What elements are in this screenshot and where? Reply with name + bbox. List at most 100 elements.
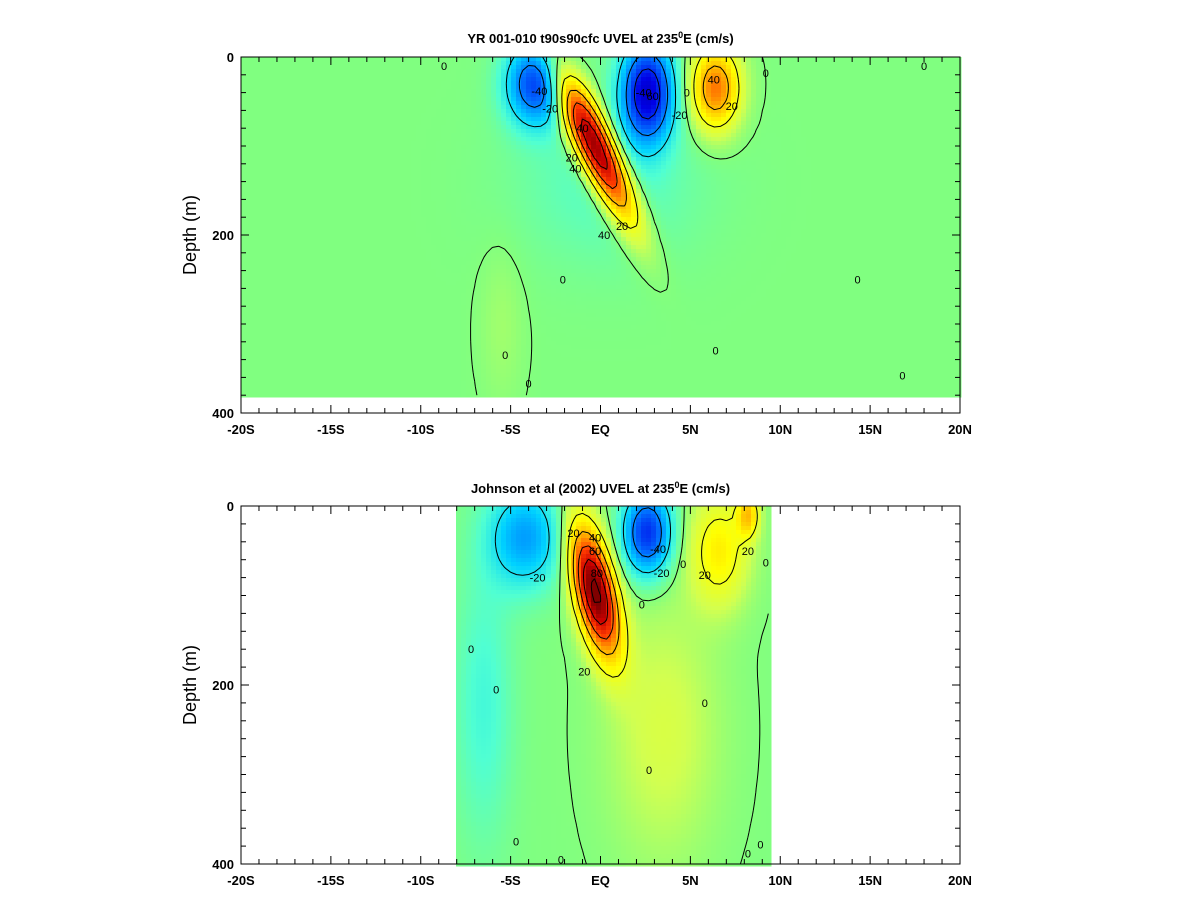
heatmap-cell: [801, 81, 807, 86]
heatmap-cell: [361, 137, 367, 142]
heatmap-cell: [646, 125, 652, 130]
heatmap-cell: [501, 189, 507, 194]
heatmap-cell: [361, 73, 367, 78]
heatmap-cell: [321, 121, 327, 126]
heatmap-cell: [931, 165, 937, 170]
heatmap-cell: [536, 65, 542, 70]
heatmap-cell: [301, 177, 307, 182]
heatmap-cell: [316, 189, 322, 194]
heatmap-cell: [921, 189, 927, 194]
heatmap-cell: [416, 161, 422, 166]
heatmap-cell: [496, 73, 502, 78]
heatmap-cell: [391, 69, 397, 74]
heatmap-cell: [386, 149, 392, 154]
heatmap-cell: [591, 145, 597, 150]
heatmap-cell: [541, 189, 547, 194]
heatmap-cell: [321, 69, 327, 74]
heatmap-cell: [686, 141, 692, 146]
heatmap-cell: [641, 117, 647, 122]
heatmap-cell: [391, 169, 397, 174]
heatmap-cell: [846, 173, 852, 178]
heatmap-cell: [931, 161, 937, 166]
heatmap-cell: [811, 97, 817, 102]
heatmap-cell: [836, 153, 842, 158]
heatmap-cell: [591, 137, 597, 142]
heatmap-cell: [431, 89, 437, 94]
heatmap-cell: [656, 121, 662, 126]
heatmap-cell: [246, 57, 252, 62]
heatmap-cell: [886, 185, 892, 190]
heatmap-cell: [941, 117, 947, 122]
heatmap-cell: [396, 177, 402, 182]
heatmap-cell: [401, 177, 407, 182]
heatmap-cell: [301, 193, 307, 198]
heatmap-cell: [726, 185, 732, 190]
heatmap-cell: [446, 141, 452, 146]
heatmap-cell: [621, 61, 627, 66]
heatmap-cell: [601, 57, 607, 62]
heatmap-cell: [696, 141, 702, 146]
heatmap-cell: [561, 101, 567, 106]
heatmap-cell: [916, 65, 922, 70]
heatmap-cell: [581, 109, 587, 114]
heatmap-cell: [661, 185, 667, 190]
heatmap-cell: [631, 117, 637, 122]
heatmap-cell: [266, 141, 272, 146]
heatmap-cell: [671, 193, 677, 198]
heatmap-cell: [876, 69, 882, 74]
heatmap-cell: [511, 149, 517, 154]
heatmap-cell: [936, 57, 942, 62]
heatmap-cell: [451, 157, 457, 162]
heatmap-cell: [386, 61, 392, 66]
heatmap-cell: [671, 133, 677, 138]
heatmap-cell: [931, 153, 937, 158]
heatmap-cell: [341, 109, 347, 114]
heatmap-cell: [926, 157, 932, 162]
heatmap-cell: [356, 133, 362, 138]
heatmap-cell: [531, 101, 537, 106]
heatmap-cell: [621, 189, 627, 194]
heatmap-cell: [311, 177, 317, 182]
heatmap-cell: [281, 133, 287, 138]
heatmap-cell: [326, 185, 332, 190]
heatmap-cell: [456, 133, 462, 138]
heatmap-cell: [336, 65, 342, 70]
heatmap-cell: [556, 145, 562, 150]
heatmap-cell: [891, 57, 897, 62]
heatmap-cell: [521, 109, 527, 114]
heatmap-cell: [796, 153, 802, 158]
heatmap-cell: [361, 93, 367, 98]
heatmap-cell: [446, 157, 452, 162]
heatmap-cell: [696, 73, 702, 78]
heatmap-cell: [896, 93, 902, 98]
heatmap-cell: [691, 161, 697, 166]
heatmap-cell: [716, 129, 722, 134]
heatmap-cell: [361, 81, 367, 86]
heatmap-cell: [851, 105, 857, 110]
heatmap-cell: [631, 65, 637, 70]
heatmap-cell: [356, 93, 362, 98]
heatmap-cell: [756, 61, 762, 66]
heatmap-cell: [531, 185, 537, 190]
heatmap-cell: [851, 149, 857, 154]
heatmap-cell: [436, 177, 442, 182]
heatmap-cell: [471, 193, 477, 198]
heatmap-cell: [706, 101, 712, 106]
heatmap-cell: [606, 101, 612, 106]
heatmap-cell: [851, 81, 857, 86]
heatmap-cell: [741, 121, 747, 126]
heatmap-cell: [646, 113, 652, 118]
heatmap-cell: [591, 161, 597, 166]
heatmap-cell: [496, 165, 502, 170]
heatmap-cell: [461, 181, 467, 186]
heatmap-cell: [761, 169, 767, 174]
heatmap-cell: [636, 149, 642, 154]
heatmap-cell: [766, 81, 772, 86]
heatmap-cell: [461, 61, 467, 66]
heatmap-cell: [946, 97, 952, 102]
heatmap-cell: [946, 81, 952, 86]
heatmap-cell: [926, 137, 932, 142]
heatmap-cell: [806, 161, 812, 166]
heatmap-cell: [486, 129, 492, 134]
heatmap-cell: [691, 149, 697, 154]
